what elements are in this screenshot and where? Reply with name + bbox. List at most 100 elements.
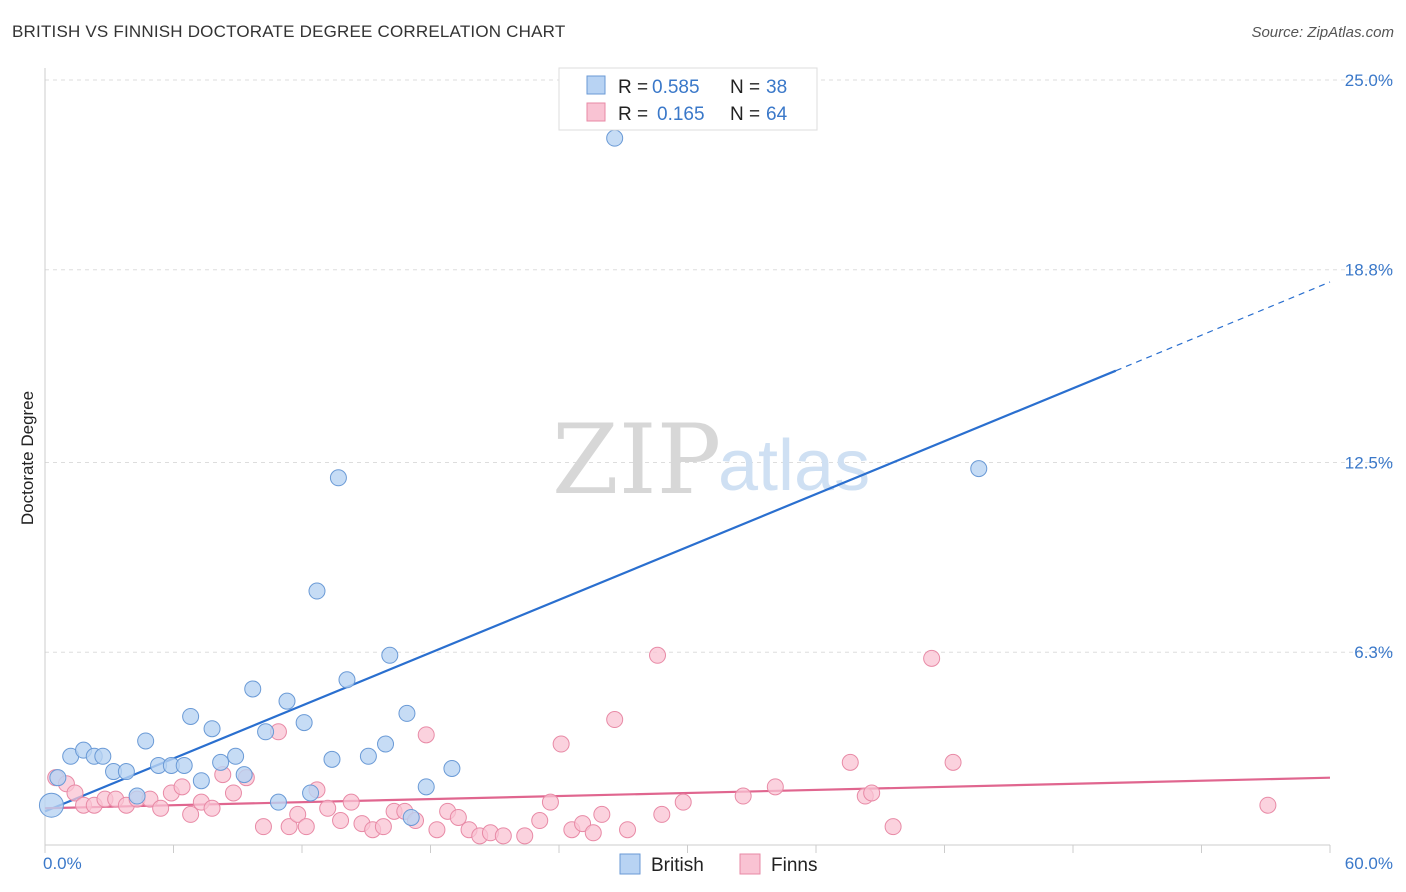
british-point xyxy=(38,792,64,818)
y-tick-label: 12.5% xyxy=(1345,454,1393,473)
finns-point xyxy=(606,711,624,729)
british-point xyxy=(377,735,395,753)
british-point xyxy=(244,680,262,698)
british-point xyxy=(235,766,253,784)
finns-point xyxy=(332,812,350,830)
finns-point xyxy=(342,793,360,811)
legend-r-value-finns: 0.165 xyxy=(657,104,705,125)
finns-point xyxy=(766,778,784,796)
british-trend-extension xyxy=(1115,281,1331,372)
finns-point xyxy=(224,784,242,802)
finns-point xyxy=(494,827,512,845)
axes-layer xyxy=(44,68,1331,853)
x-tick-labels: 0.0% 60.0% xyxy=(43,854,1393,873)
british-point xyxy=(323,750,341,768)
finns-point xyxy=(374,818,392,836)
british-point xyxy=(329,469,347,487)
finns-point xyxy=(674,793,692,811)
finns-point xyxy=(173,778,191,796)
bottom-legend-label-british: British xyxy=(651,855,704,876)
y-tick-label: 25.0% xyxy=(1345,71,1393,90)
british-point xyxy=(381,646,399,664)
finns-point xyxy=(653,805,671,823)
british-point xyxy=(402,808,420,826)
watermark-atlas: atlas xyxy=(718,426,870,506)
finns-point xyxy=(584,824,602,842)
british-point xyxy=(338,671,356,689)
finns-point xyxy=(428,821,446,839)
british-point xyxy=(128,787,146,805)
watermark-zip: ZIP xyxy=(552,404,721,516)
legend-box: R = 0.585 N = 38 R = 0.165 N = 64 xyxy=(558,67,818,131)
legend-swatch-finns xyxy=(586,102,606,122)
grid-layer xyxy=(45,79,1395,653)
finns-point xyxy=(254,818,272,836)
finns-point xyxy=(619,821,637,839)
british-point xyxy=(203,720,221,738)
bottom-legend: British Finns xyxy=(619,853,817,876)
bottom-legend-label-finns: Finns xyxy=(771,855,817,876)
british-point xyxy=(175,756,193,774)
chart-title: BRITISH VS FINNISH DOCTORATE DEGREE CORR… xyxy=(12,22,566,41)
british-point xyxy=(970,460,988,478)
finns-point xyxy=(152,799,170,817)
british-point xyxy=(212,753,230,771)
finns-point xyxy=(541,793,559,811)
finns-point xyxy=(319,799,337,817)
british-point xyxy=(137,732,155,750)
british-points xyxy=(38,129,988,826)
finns-trend-line xyxy=(44,776,1331,810)
legend-r-value-british: 0.585 xyxy=(652,77,700,98)
finns-point xyxy=(944,753,962,771)
finns-point xyxy=(289,805,307,823)
legend-r-label-british: R = xyxy=(618,77,648,98)
finns-point xyxy=(649,646,667,664)
british-point xyxy=(308,582,326,600)
british-point xyxy=(398,704,416,722)
british-point xyxy=(94,747,112,765)
finns-point xyxy=(203,799,221,817)
british-point xyxy=(295,714,313,732)
legend-swatch-british xyxy=(586,75,606,95)
finns-point xyxy=(884,818,902,836)
finns-point xyxy=(516,827,534,845)
finns-point xyxy=(449,808,467,826)
finns-point xyxy=(66,784,84,802)
finns-point xyxy=(417,726,435,744)
british-point xyxy=(269,793,287,811)
finns-point xyxy=(182,805,200,823)
british-point xyxy=(606,129,624,147)
finns-point xyxy=(1259,796,1277,814)
british-trend-line xyxy=(44,369,1117,813)
watermark: ZIP atlas xyxy=(552,404,870,516)
y-tick-label: 18.8% xyxy=(1345,261,1393,280)
finns-points xyxy=(47,646,1277,845)
finns-point xyxy=(593,805,611,823)
legend-n-value-british: 38 xyxy=(766,77,787,98)
finns-point xyxy=(863,784,881,802)
y-axis-title: Doctorate Degree xyxy=(18,391,37,525)
finns-point xyxy=(531,812,549,830)
british-point xyxy=(182,707,200,725)
trend-lines xyxy=(44,281,1331,813)
british-point xyxy=(49,769,67,787)
finns-point xyxy=(734,787,752,805)
finns-point xyxy=(552,735,570,753)
x-tick-label: 0.0% xyxy=(43,854,82,873)
finns-point xyxy=(297,818,315,836)
y-tick-label: 6.3% xyxy=(1354,643,1393,662)
british-point xyxy=(227,747,245,765)
british-point xyxy=(257,723,275,741)
finns-point xyxy=(280,818,298,836)
bottom-legend-swatch-british xyxy=(619,853,641,875)
british-point xyxy=(417,778,435,796)
finns-point xyxy=(841,753,859,771)
british-point xyxy=(278,692,296,710)
legend-r-label-finns: R = xyxy=(618,104,648,125)
finns-point xyxy=(923,649,941,667)
x-tick-label: 60.0% xyxy=(1345,854,1393,873)
british-point xyxy=(302,784,320,802)
british-point xyxy=(443,760,461,777)
british-point xyxy=(192,772,210,790)
